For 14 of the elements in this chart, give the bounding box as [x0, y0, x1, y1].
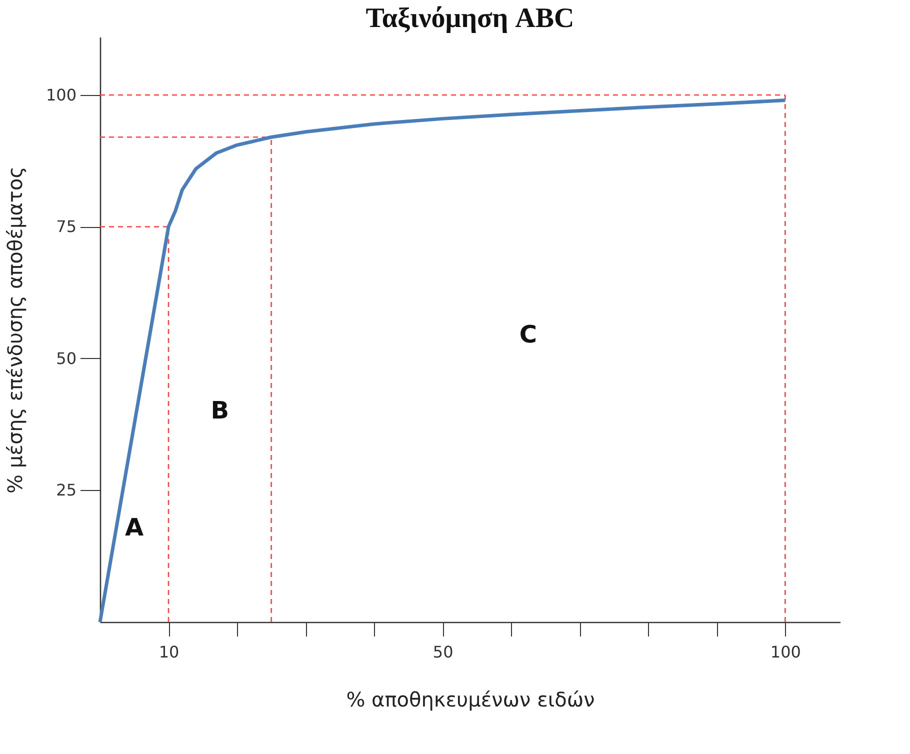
x-axis-title: % αποθηκευμένων ειδών — [346, 688, 595, 712]
y-tick-label: 50 — [56, 348, 76, 368]
annotation: B — [210, 396, 230, 424]
y-tick-label: 25 — [56, 480, 76, 500]
chart-title: Ταξινόμηση ABC — [366, 3, 574, 34]
x-tick-label: 50 — [432, 642, 454, 662]
annotation: C — [519, 320, 538, 348]
y-tick-label: 75 — [56, 217, 76, 236]
x-tick-label: 10 — [158, 642, 180, 662]
line-series — [98, 98, 787, 624]
annotation: A — [124, 513, 144, 542]
y-tick-label: 100 — [46, 85, 76, 104]
y-axis-title: % μέσης επένδυσης αποθέματος — [2, 166, 27, 494]
x-tick-label: 100 — [770, 642, 801, 662]
